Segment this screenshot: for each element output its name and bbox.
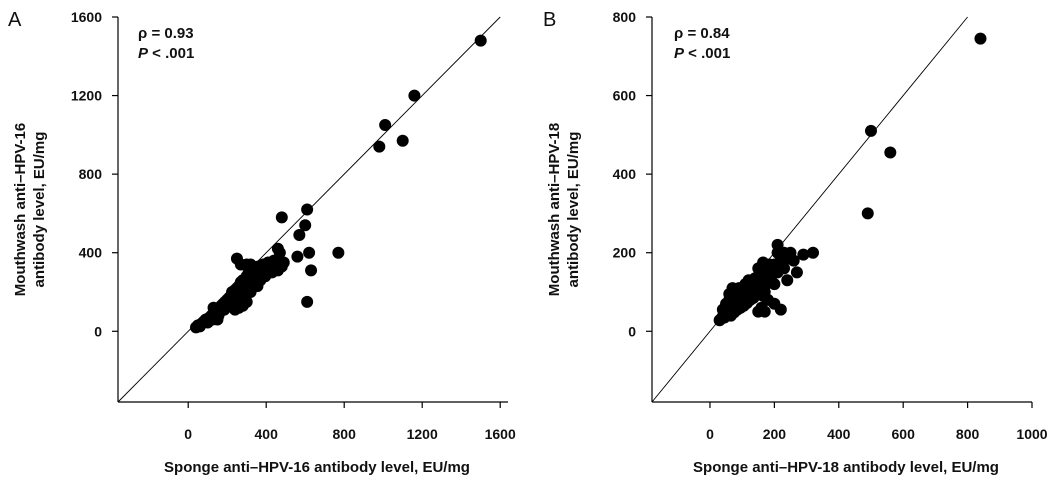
data-point-a bbox=[301, 203, 314, 216]
y-tick-label-b: 200 bbox=[613, 245, 637, 261]
data-point-a bbox=[299, 219, 312, 232]
panel-letter-b: B bbox=[543, 9, 556, 31]
data-point-a bbox=[305, 264, 318, 277]
data-point-b bbox=[797, 248, 810, 261]
y-axis-label-line2-a: antibody level, EU/mg bbox=[31, 132, 48, 288]
data-point-b bbox=[974, 32, 987, 45]
y-tick-label-b: 400 bbox=[613, 166, 637, 182]
x-tick-label-b: 600 bbox=[892, 426, 916, 442]
data-point-b bbox=[758, 286, 771, 298]
data-point-a bbox=[207, 301, 220, 314]
data-point-b bbox=[752, 262, 765, 275]
data-point-a bbox=[408, 89, 421, 102]
stat-p-a: P < .001 bbox=[138, 45, 194, 62]
data-point-b bbox=[784, 252, 797, 265]
data-point-a bbox=[303, 246, 316, 259]
identity-line-b bbox=[651, 16, 968, 403]
y-axis-label-line1-b: Mouthwash anti–HPV-18 bbox=[546, 123, 563, 296]
data-point-a bbox=[474, 34, 487, 47]
data-point-a bbox=[332, 246, 345, 259]
data-point-b bbox=[884, 146, 897, 159]
data-point-b bbox=[726, 282, 739, 295]
x-axis-label-a: Sponge anti–HPV-16 antibody level, EU/mg bbox=[164, 459, 470, 476]
data-point-b bbox=[752, 305, 765, 318]
data-point-a bbox=[301, 295, 314, 308]
data-point-b bbox=[745, 282, 758, 295]
data-point-a bbox=[271, 242, 284, 255]
y-tick-label-a: 0 bbox=[94, 323, 102, 339]
data-point-b bbox=[778, 262, 791, 275]
scatter-panel-b: B ρ = 0.84 P < .001 Sponge anti–HPV-18 a… bbox=[543, 9, 1048, 476]
x-tick-label-b: 1000 bbox=[1016, 426, 1047, 442]
y-axis-label-line1-a: Mouthwash anti–HPV-16 bbox=[12, 123, 29, 296]
data-point-a bbox=[275, 211, 288, 224]
data-point-b bbox=[768, 278, 781, 291]
data-point-a bbox=[291, 250, 304, 263]
y-tick-label-b: 800 bbox=[613, 9, 637, 25]
y-tick-label-a: 800 bbox=[79, 166, 103, 182]
scatter-panel-a: A ρ = 0.93 P < .001 Sponge anti–HPV-16 a… bbox=[8, 9, 516, 476]
data-point-a bbox=[293, 229, 306, 242]
y-tick-label-a: 1200 bbox=[71, 88, 102, 104]
data-point-a bbox=[240, 295, 253, 308]
data-point-b bbox=[720, 297, 733, 310]
data-point-a bbox=[229, 303, 241, 316]
data-point-b bbox=[861, 207, 874, 220]
x-tick-label-b: 800 bbox=[956, 426, 980, 442]
x-tick-label-b: 400 bbox=[827, 426, 851, 442]
data-point-b bbox=[771, 238, 784, 251]
y-tick-label-a: 1600 bbox=[71, 9, 102, 25]
data-point-a bbox=[211, 313, 224, 326]
data-point-b bbox=[864, 124, 877, 137]
data-point-b bbox=[781, 274, 794, 287]
x-tick-label-a: 400 bbox=[255, 426, 279, 442]
panel-letter-a: A bbox=[8, 9, 22, 31]
x-tick-label-a: 0 bbox=[184, 426, 192, 442]
data-point-a bbox=[396, 134, 409, 147]
stat-p-symbol-b: P bbox=[674, 45, 685, 62]
y-tick-label-b: 0 bbox=[628, 323, 636, 339]
stat-rho-b: ρ = 0.84 bbox=[674, 25, 730, 42]
data-point-b bbox=[790, 266, 803, 279]
data-point-a bbox=[244, 258, 257, 271]
data-point-a bbox=[379, 119, 392, 132]
x-tick-label-b: 0 bbox=[706, 426, 714, 442]
data-point-b bbox=[807, 246, 820, 259]
stat-p-value-b: < .001 bbox=[684, 45, 730, 62]
x-tick-label-a: 1600 bbox=[485, 426, 516, 442]
data-point-b bbox=[736, 284, 749, 297]
x-axis-label-b: Sponge anti–HPV-18 antibody level, EU/mg bbox=[693, 459, 999, 476]
y-tick-label-b: 600 bbox=[613, 88, 637, 104]
y-tick-label-a: 400 bbox=[79, 245, 103, 261]
data-point-b bbox=[768, 297, 781, 310]
y-axis-label-line2-b: antibody level, EU/mg bbox=[565, 132, 582, 288]
stat-p-value-a: < .001 bbox=[148, 45, 194, 62]
x-tick-label-b: 200 bbox=[763, 426, 787, 442]
stat-rho-a: ρ = 0.93 bbox=[138, 25, 194, 42]
data-point-a bbox=[373, 140, 386, 153]
data-point-a bbox=[277, 256, 290, 269]
stat-p-b: P < .001 bbox=[674, 45, 730, 62]
stat-p-symbol-a: P bbox=[138, 45, 149, 62]
x-tick-label-a: 800 bbox=[333, 426, 357, 442]
x-tick-label-a: 1200 bbox=[407, 426, 438, 442]
